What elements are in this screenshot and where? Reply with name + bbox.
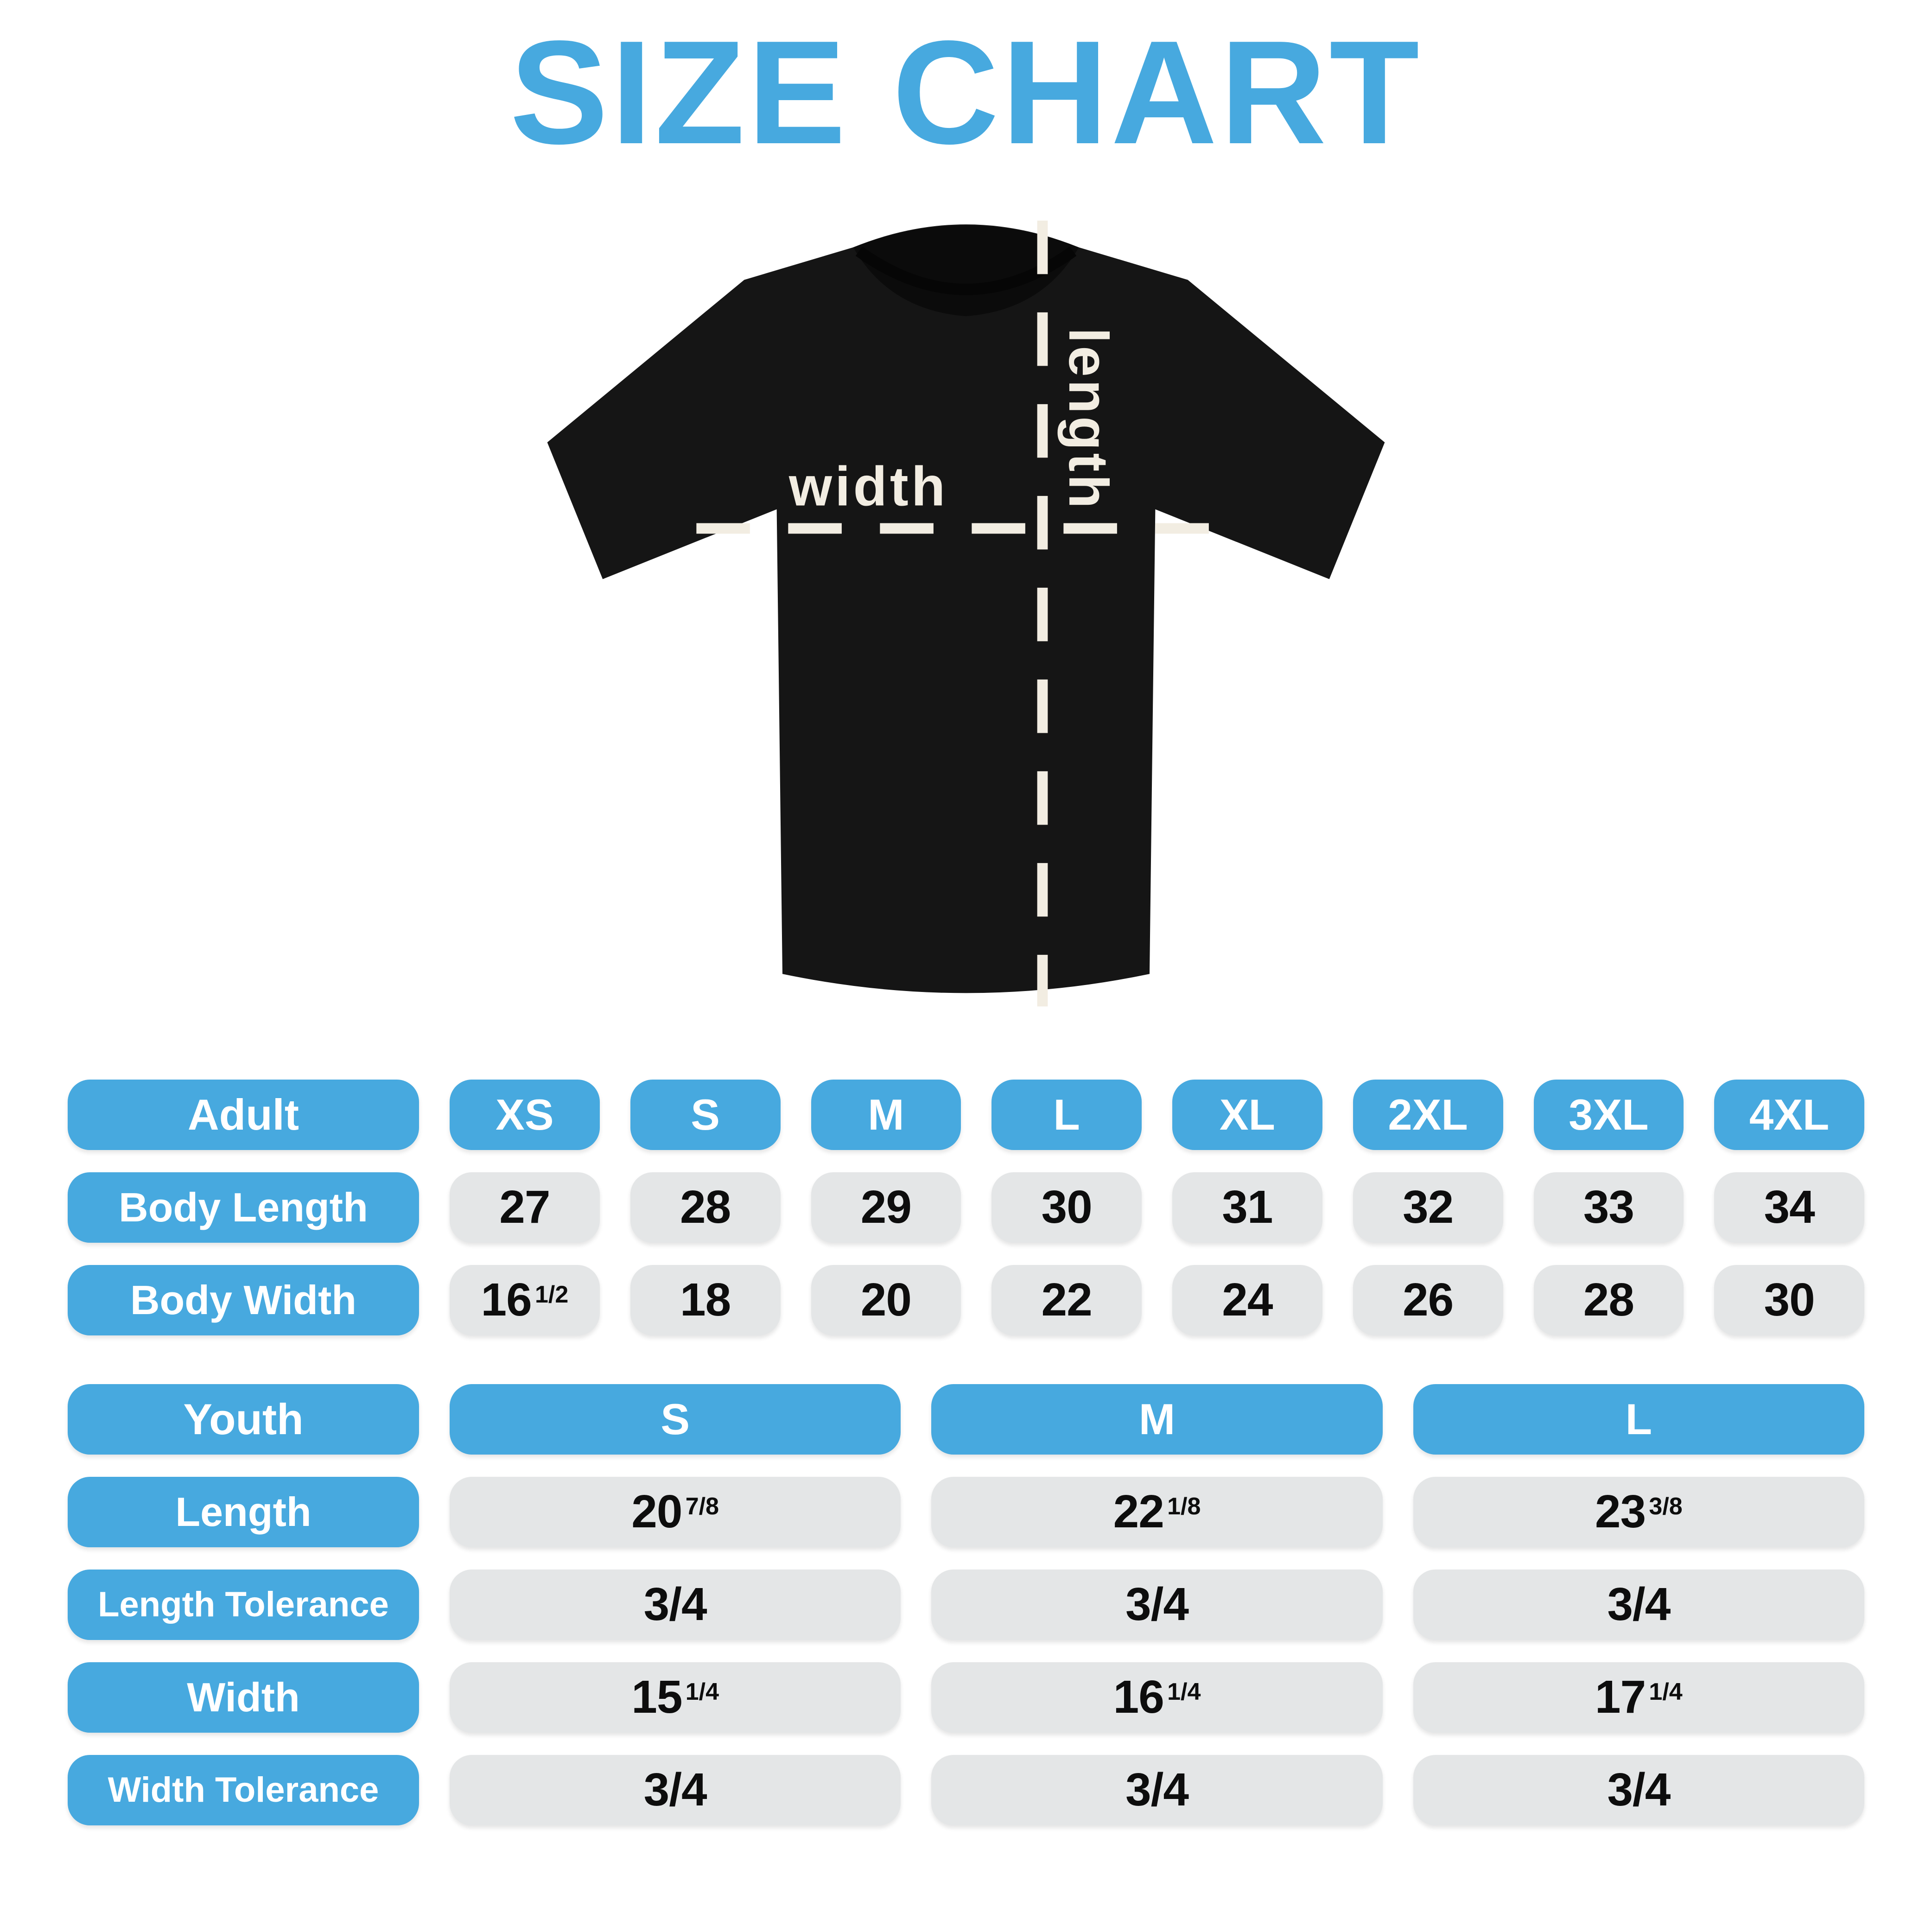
adult-size-table: Adult XS S M L XL 2XL 3XL 4XL Body Lengt… bbox=[68, 1079, 1864, 1335]
value-main: 20 bbox=[860, 1274, 912, 1326]
row-label-body-length: Body Length bbox=[68, 1172, 419, 1243]
value-cell: 3/4 bbox=[1413, 1754, 1864, 1825]
row-label-width: Width bbox=[68, 1662, 419, 1733]
value-cell: 28 bbox=[630, 1172, 781, 1243]
value-main: 30 bbox=[1764, 1274, 1815, 1326]
value-main: 27 bbox=[499, 1181, 550, 1233]
row-label-width-tolerance: Width Tolerance bbox=[68, 1754, 419, 1825]
value-fraction: 1/2 bbox=[534, 1281, 569, 1309]
value-main: 16 bbox=[481, 1274, 532, 1326]
value-cell: 26 bbox=[1353, 1265, 1503, 1335]
page-title: SIZE CHART bbox=[510, 10, 1422, 175]
size-header-s: S bbox=[630, 1079, 781, 1150]
value-main: 23 bbox=[1595, 1486, 1646, 1538]
tshirt-collar bbox=[853, 225, 1079, 316]
value-main: 32 bbox=[1403, 1181, 1454, 1233]
value-cell: 22 bbox=[991, 1265, 1142, 1335]
value-main: 16 bbox=[1113, 1671, 1164, 1723]
value-main: 17 bbox=[1595, 1671, 1646, 1723]
value-cell: 27 bbox=[450, 1172, 600, 1243]
youth-size-header-l: L bbox=[1413, 1384, 1864, 1455]
value-cell: 30 bbox=[1714, 1265, 1864, 1335]
value-cell: 20 7/8 bbox=[450, 1476, 901, 1547]
value-fraction: 1/4 bbox=[685, 1678, 719, 1706]
value-cell: 20 bbox=[811, 1265, 961, 1335]
value-cell: 3/4 bbox=[450, 1569, 901, 1640]
value-main: 3/4 bbox=[1607, 1578, 1671, 1631]
row-label-length-tolerance: Length Tolerance bbox=[68, 1569, 419, 1640]
value-cell: 3/4 bbox=[450, 1754, 901, 1825]
size-header-l: L bbox=[991, 1079, 1142, 1150]
value-main: 22 bbox=[1041, 1274, 1093, 1326]
row-label-body-width: Body Width bbox=[68, 1265, 419, 1335]
value-main: 3/4 bbox=[1125, 1764, 1189, 1816]
width-label: width bbox=[788, 456, 948, 517]
value-fraction: 1/8 bbox=[1167, 1493, 1201, 1520]
value-main: 3/4 bbox=[643, 1764, 707, 1816]
value-main: 24 bbox=[1222, 1274, 1273, 1326]
value-cell: 16 1/2 bbox=[450, 1265, 600, 1335]
value-main: 31 bbox=[1222, 1181, 1273, 1233]
value-cell: 31 bbox=[1172, 1172, 1322, 1243]
size-header-2xl: 2XL bbox=[1353, 1079, 1503, 1150]
value-main: 3/4 bbox=[1607, 1764, 1671, 1816]
value-cell: 3/4 bbox=[1413, 1569, 1864, 1640]
tshirt-silhouette bbox=[547, 224, 1385, 993]
value-main: 26 bbox=[1403, 1274, 1454, 1326]
value-cell: 32 bbox=[1353, 1172, 1503, 1243]
value-cell: 3/4 bbox=[931, 1754, 1383, 1825]
value-cell: 30 bbox=[991, 1172, 1142, 1243]
value-fraction: 3/8 bbox=[1649, 1493, 1683, 1520]
length-label: length bbox=[1057, 328, 1119, 511]
value-main: 34 bbox=[1764, 1181, 1815, 1233]
value-cell: 17 1/4 bbox=[1413, 1662, 1864, 1733]
value-main: 20 bbox=[631, 1486, 682, 1538]
youth-table-title: Youth bbox=[68, 1384, 419, 1455]
value-main: 15 bbox=[631, 1671, 682, 1723]
value-main: 33 bbox=[1583, 1181, 1634, 1233]
size-header-m: M bbox=[811, 1079, 961, 1150]
value-cell: 33 bbox=[1533, 1172, 1684, 1243]
value-cell: 16 1/4 bbox=[931, 1662, 1383, 1733]
value-cell: 29 bbox=[811, 1172, 961, 1243]
row-label-length: Length bbox=[68, 1476, 419, 1547]
value-main: 3/4 bbox=[1125, 1578, 1189, 1631]
youth-size-header-m: M bbox=[931, 1384, 1383, 1455]
value-cell: 15 1/4 bbox=[450, 1662, 901, 1733]
youth-size-table: Youth S M L Length 20 7/8 22 1/8 23 3/8 Len… bbox=[68, 1384, 1864, 1825]
tshirt-figure: width length bbox=[68, 192, 1864, 1036]
value-cell: 34 bbox=[1714, 1172, 1864, 1243]
value-cell: 23 3/8 bbox=[1413, 1476, 1864, 1547]
value-main: 28 bbox=[680, 1181, 731, 1233]
value-main: 22 bbox=[1113, 1486, 1164, 1538]
value-main: 18 bbox=[680, 1274, 731, 1326]
value-fraction: 7/8 bbox=[685, 1493, 719, 1520]
value-cell: 24 bbox=[1172, 1265, 1322, 1335]
value-main: 28 bbox=[1583, 1274, 1634, 1326]
value-cell: 3/4 bbox=[931, 1569, 1383, 1640]
size-header-xl: XL bbox=[1172, 1079, 1322, 1150]
value-cell: 22 1/8 bbox=[931, 1476, 1383, 1547]
tshirt-illustration: width length bbox=[547, 220, 1385, 1006]
value-fraction: 1/4 bbox=[1167, 1678, 1201, 1706]
size-header-4xl: 4XL bbox=[1714, 1079, 1864, 1150]
youth-size-header-s: S bbox=[450, 1384, 901, 1455]
value-main: 29 bbox=[860, 1181, 912, 1233]
size-header-3xl: 3XL bbox=[1533, 1079, 1684, 1150]
adult-table-title: Adult bbox=[68, 1079, 419, 1150]
value-cell: 18 bbox=[630, 1265, 781, 1335]
value-fraction: 1/4 bbox=[1649, 1678, 1683, 1706]
value-main: 3/4 bbox=[643, 1578, 707, 1631]
value-main: 30 bbox=[1041, 1181, 1093, 1233]
value-cell: 28 bbox=[1533, 1265, 1684, 1335]
size-header-xs: XS bbox=[450, 1079, 600, 1150]
